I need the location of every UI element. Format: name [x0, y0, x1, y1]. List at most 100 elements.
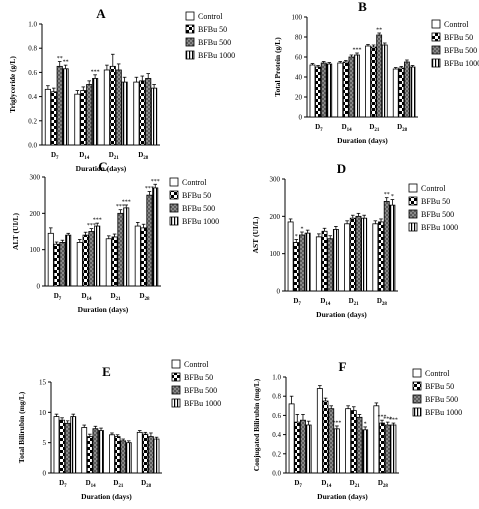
legend-label: Control [425, 369, 450, 378]
y-tick-label: 1.0 [272, 374, 281, 382]
bar-A-21-1 [109, 65, 116, 146]
bar-D-7-0 [287, 221, 294, 292]
bar-E-14-2 [92, 428, 99, 474]
legend-label: BFBu 1000 [198, 51, 235, 60]
legend-swatch [408, 209, 418, 219]
bar-B-7-2 [320, 62, 327, 118]
y-axis-label: Total Bilirubin (mg/L) [17, 391, 26, 463]
y-tick-label: 0.8 [28, 45, 37, 53]
bar-C-28-1 [140, 227, 147, 287]
bar-A-14-0 [74, 93, 81, 146]
bar-C-7-0 [47, 232, 54, 287]
bar-B-21-2 [376, 34, 383, 118]
legend-swatch [185, 11, 195, 21]
x-tick-label: D28 [141, 479, 152, 489]
legend-swatch [185, 37, 195, 47]
bar-F-14-1 [322, 400, 329, 474]
bar-C-7-2 [59, 241, 66, 287]
bar-B-14-3 [354, 54, 360, 118]
bar-C-7-3 [65, 234, 72, 287]
bar-A-21-2 [115, 69, 122, 146]
legend-label: Control [198, 12, 223, 21]
bar-E-21-0 [109, 434, 115, 474]
bar-D-14-2 [327, 238, 334, 292]
panel-label: F [339, 359, 347, 374]
panel-label: A [96, 6, 106, 21]
significance-label: *** [383, 417, 392, 423]
bar-B-7-1 [315, 66, 321, 118]
bar-D-7-2 [299, 234, 305, 292]
legend-label: BFBu 50 [198, 25, 227, 34]
x-tick-label: D14 [86, 479, 97, 489]
bar-A-7-0 [44, 88, 51, 146]
x-tick-label: D7 [59, 479, 67, 489]
bar-C-14-2 [88, 231, 95, 287]
y-tick-label: 0.4 [272, 431, 281, 439]
legend: Control BFBu 50 BFBu 500 BFBu 1000 [185, 11, 235, 60]
legend-swatch [431, 19, 441, 29]
y-tick-label: 60 [295, 54, 303, 62]
bar-A-21-0 [103, 69, 110, 146]
significance-label: ** [63, 60, 69, 66]
legend-swatch [185, 24, 195, 34]
bar-F-7-1 [294, 421, 301, 474]
x-tick-label: D21 [369, 123, 380, 133]
bar-F-14-3 [333, 428, 340, 474]
legend-label: BFBu 500 [421, 210, 454, 219]
x-tick-label: D14 [342, 123, 353, 133]
bar-A-14-1 [80, 90, 87, 146]
bar-A-28-0 [133, 81, 140, 146]
legend-label: BFBu 1000 [184, 399, 221, 408]
bar-F-21-0 [345, 408, 352, 474]
y-tick-label: 0.6 [272, 412, 281, 420]
legend-label: BFBu 50 [184, 373, 213, 382]
x-tick-label: D7 [315, 123, 323, 133]
bar-E-21-1 [114, 436, 121, 474]
legend: Control BFBu 50 BFBu 500 BFBu 1000 [431, 19, 479, 68]
x-tick-label: D21 [350, 479, 361, 489]
legend-label: BFBu 50 [182, 191, 211, 200]
significance-label: *** [151, 179, 160, 185]
x-tick-label: D21 [109, 151, 120, 161]
bar-D-21-2 [355, 215, 362, 292]
y-tick-label: 0.8 [272, 393, 281, 401]
y-tick-label: 0.2 [28, 117, 37, 125]
bar-F-21-3 [362, 429, 369, 474]
bar-A-21-3 [121, 81, 128, 146]
bar-B-7-0 [309, 64, 316, 118]
significance-label: *** [378, 415, 387, 421]
y-tick-label: 200 [30, 210, 41, 218]
legend-label: Control [182, 178, 207, 187]
bar-B-28-3 [409, 66, 416, 118]
significance-label: ** [57, 56, 63, 62]
bar-F-14-2 [328, 408, 335, 474]
legend-swatch [431, 32, 441, 42]
bar-C-14-1 [82, 234, 89, 287]
significance-label: *** [122, 199, 131, 205]
y-tick-label: 0.0 [272, 470, 281, 478]
y-tick-label: 15 [39, 379, 47, 387]
legend-swatch [169, 203, 179, 213]
y-tick-label: 20 [295, 94, 303, 102]
bar-B-21-3 [381, 44, 388, 118]
bar-D-28-0 [372, 223, 379, 292]
bar-A-14-3 [92, 78, 99, 146]
significance-label: * [364, 421, 367, 427]
bar-E-28-1 [142, 433, 149, 474]
y-tick-label: 0.2 [272, 450, 281, 458]
legend-label: BFBu 1000 [425, 408, 462, 417]
legend-label: BFBu 1000 [182, 217, 219, 226]
x-tick-label: D7 [293, 297, 301, 307]
x-tick-label: D7 [51, 151, 59, 161]
legend-swatch [171, 372, 181, 382]
legend-swatch [412, 381, 422, 391]
bar-E-14-0 [81, 427, 88, 474]
significance-label: *** [389, 418, 398, 424]
panel-label: B [358, 0, 367, 14]
legend-swatch [171, 359, 181, 369]
bar-C-21-3 [123, 207, 130, 287]
legend-swatch [169, 177, 179, 187]
legend-swatch [412, 394, 422, 404]
